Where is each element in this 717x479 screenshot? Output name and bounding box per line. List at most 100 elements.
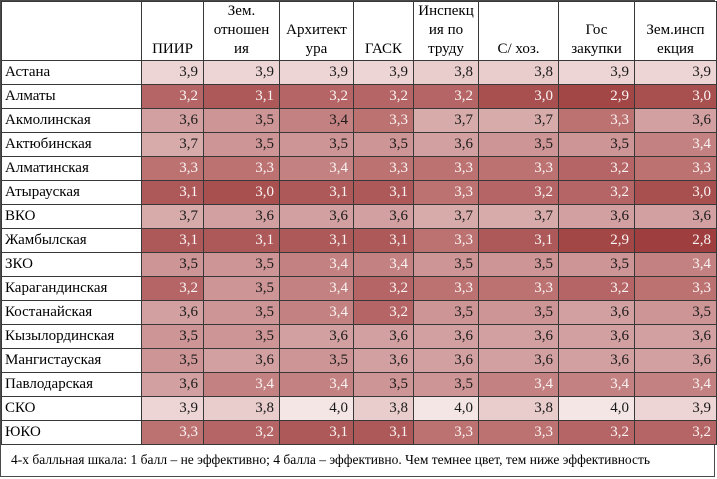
- rating-cell: 3,5: [141, 324, 204, 349]
- rating-cell: 3,1: [353, 228, 414, 253]
- rating-cell: 3,6: [478, 324, 559, 349]
- rating-cell: 3,5: [203, 300, 280, 325]
- rating-cell: 2,8: [634, 228, 717, 253]
- region-name: Мангистауская: [1, 348, 142, 373]
- rating-cell: 3,6: [558, 324, 635, 349]
- table-row: Павлодарская 3,6 3,4 3,4 3,5 3,5 3,4 3,4 3,4: [1, 372, 717, 397]
- rating-cell: 3,4: [279, 156, 354, 181]
- rating-cell: 3,4: [353, 252, 414, 277]
- rating-cell: 3,3: [413, 228, 479, 253]
- rating-cell: 3,5: [353, 132, 414, 157]
- table-row: Карагандинская 3,2 3,5 3,4 3,2 3,3 3,3 3,2 3,3: [1, 276, 717, 301]
- rating-cell: 3,1: [141, 180, 204, 205]
- table-row: Алматы 3,2 3,1 3,2 3,2 3,2 3,0 2,9 3,0: [1, 84, 717, 109]
- column-header-6: Гос закупки: [558, 1, 635, 61]
- rating-cell: 3,3: [634, 156, 717, 181]
- rating-cell: 3,3: [413, 420, 479, 445]
- rating-cell: 3,2: [141, 84, 204, 109]
- table-row: Костанайская 3,6 3,5 3,4 3,2 3,5 3,5 3,6 3,5: [1, 300, 717, 325]
- rating-cell: 3,5: [478, 300, 559, 325]
- rating-cell: 3,4: [279, 300, 354, 325]
- rating-cell: 3,2: [413, 84, 479, 109]
- rating-cell: 3,6: [279, 204, 354, 229]
- rating-cell: 3,6: [279, 324, 354, 349]
- rating-cell: 3,1: [279, 420, 354, 445]
- table-row: Актюбинская 3,7 3,5 3,5 3,5 3,6 3,5 3,5 3,4: [1, 132, 717, 157]
- table-row: ВКО 3,7 3,6 3,6 3,6 3,7 3,7 3,6 3,6: [1, 204, 717, 229]
- rating-cell: 3,3: [353, 108, 414, 133]
- rating-cell: 3,3: [141, 420, 204, 445]
- rating-cell: 3,1: [141, 228, 204, 253]
- scale-footnote: 4-х балльная шкала: 1 балл – не эффектив…: [11, 452, 651, 467]
- rating-cell: 3,4: [203, 372, 280, 397]
- region-name: ВКО: [1, 204, 142, 229]
- rating-cell: 3,4: [279, 276, 354, 301]
- region-name: СКО: [1, 396, 142, 421]
- table-row: Алматинская 3,3 3,3 3,4 3,3 3,3 3,3 3,2 3,3: [1, 156, 717, 181]
- rating-cell: 3,5: [203, 132, 280, 157]
- rating-cell: 3,0: [203, 180, 280, 205]
- column-header-4: Инспекц ия по труду: [413, 1, 479, 61]
- rating-cell: 3,6: [413, 132, 479, 157]
- rating-cell: 3,3: [353, 156, 414, 181]
- corner-cell: [1, 1, 142, 61]
- rating-cell: 3,4: [279, 372, 354, 397]
- rating-cell: 3,3: [413, 156, 479, 181]
- rating-cell: 3,3: [141, 156, 204, 181]
- rating-cell: 3,3: [558, 108, 635, 133]
- column-header-0: ПИИР: [141, 1, 204, 61]
- rating-cell: 3,7: [478, 204, 559, 229]
- rating-cell: 3,5: [478, 252, 559, 277]
- table-header: ПИИР Зем. отношен ия Архитект ура ГАСК Инспе…: [1, 1, 717, 61]
- ratings-table: ПИИР Зем. отношен ия Архитект ура ГАСК Инспе…: [1, 1, 717, 445]
- rating-cell: 3,6: [353, 324, 414, 349]
- rating-cell: 2,9: [558, 84, 635, 109]
- rating-cell: 3,5: [141, 348, 204, 373]
- rating-cell: 3,1: [478, 228, 559, 253]
- column-header-7: Зем.инсп екция: [634, 1, 717, 61]
- table-body: Астана 3,9 3,9 3,9 3,9 3,8 3,8 3,9 3,9 Алматы 3,2 3…: [1, 60, 717, 445]
- rating-cell: 3,5: [634, 300, 717, 325]
- rating-cell: 3,4: [279, 108, 354, 133]
- rating-cell: 3,1: [203, 228, 280, 253]
- region-name: Карагандинская: [1, 276, 142, 301]
- rating-cell: 3,5: [279, 132, 354, 157]
- rating-cell: 3,8: [353, 396, 414, 421]
- rating-cell: 3,9: [634, 60, 717, 85]
- rating-cell: 3,5: [413, 372, 479, 397]
- region-name: Жамбылская: [1, 228, 142, 253]
- rating-cell: 3,4: [478, 372, 559, 397]
- table-row: Астана 3,9 3,9 3,9 3,9 3,8 3,8 3,9 3,9: [1, 60, 717, 85]
- rating-cell: 3,2: [141, 276, 204, 301]
- rating-cell: 3,5: [413, 252, 479, 277]
- rating-cell: 3,6: [634, 204, 717, 229]
- rating-cell: 3,3: [203, 156, 280, 181]
- rating-cell: 3,2: [558, 156, 635, 181]
- table-row: ЗКО 3,5 3,5 3,4 3,4 3,5 3,5 3,5 3,4: [1, 252, 717, 277]
- region-name: Актюбинская: [1, 132, 142, 157]
- rating-cell: 3,0: [634, 180, 717, 205]
- rating-cell: 3,9: [634, 396, 717, 421]
- region-name: Костанайская: [1, 300, 142, 325]
- rating-cell: 3,9: [558, 60, 635, 85]
- rating-cell: 3,6: [558, 348, 635, 373]
- rating-cell: 3,6: [141, 108, 204, 133]
- rating-cell: 3,8: [203, 396, 280, 421]
- rating-cell: 3,8: [478, 60, 559, 85]
- rating-cell: 3,7: [478, 108, 559, 133]
- region-name: ЗКО: [1, 252, 142, 277]
- rating-cell: 3,2: [353, 84, 414, 109]
- rating-cell: 3,6: [141, 300, 204, 325]
- rating-cell: 3,1: [353, 180, 414, 205]
- rating-cell: 3,6: [558, 204, 635, 229]
- table-row: Мангистауская 3,5 3,6 3,5 3,6 3,6 3,6 3,6 3,6: [1, 348, 717, 373]
- region-name: Акмолинская: [1, 108, 142, 133]
- region-name: Атырауская: [1, 180, 142, 205]
- rating-cell: 3,5: [203, 276, 280, 301]
- rating-cell: 3,2: [558, 180, 635, 205]
- rating-cell: 3,6: [141, 372, 204, 397]
- rating-cell: 3,6: [203, 204, 280, 229]
- rating-cell: 3,2: [353, 300, 414, 325]
- rating-cell: 3,5: [353, 372, 414, 397]
